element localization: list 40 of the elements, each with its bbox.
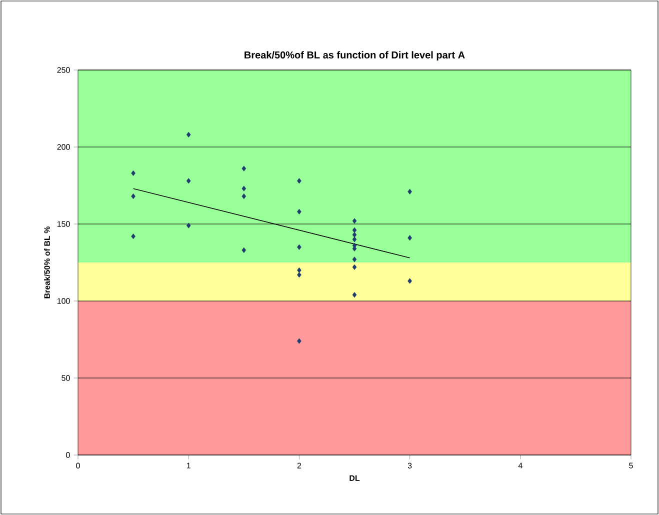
point: [131, 234, 136, 240]
point: [297, 208, 302, 214]
x-tick-label: 0: [76, 462, 80, 468]
point: [352, 256, 357, 262]
point: [242, 193, 246, 200]
point: [297, 267, 302, 273]
y-axis-title: Break/50% of BL %: [44, 226, 50, 298]
point: [352, 292, 357, 298]
point: [242, 186, 246, 192]
point: [242, 166, 246, 172]
y-tick-label: 250: [57, 67, 70, 73]
y-tick-label: 150: [57, 221, 70, 227]
chart-title: Break/50%of BL as function of Dirt level part A: [244, 51, 465, 60]
point: [408, 188, 412, 194]
point: [297, 178, 302, 184]
x-tick-label: 4: [518, 462, 522, 468]
point: [352, 218, 357, 224]
point: [408, 278, 412, 284]
x-tick-label: 2: [297, 462, 302, 468]
point: [352, 264, 357, 270]
point: [242, 247, 246, 253]
point: [352, 227, 357, 233]
point: [297, 272, 302, 278]
x-tick-label: 3: [408, 462, 412, 468]
point: [297, 338, 302, 344]
point: [408, 235, 412, 241]
y-tick-label: 200: [57, 144, 70, 150]
x-axis-title: DL: [350, 475, 360, 481]
y-tick-label: 50: [62, 375, 70, 381]
y-tick-label: 100: [57, 298, 70, 304]
y-tick-label: 0: [66, 452, 70, 458]
x-tick-label: 1: [186, 462, 190, 468]
point: [297, 244, 302, 250]
point: [352, 232, 357, 238]
point: [186, 178, 191, 184]
point: [352, 236, 357, 242]
point: [131, 170, 136, 176]
x-tick-label: 5: [629, 462, 633, 468]
point: [186, 132, 191, 138]
point: [186, 222, 191, 228]
